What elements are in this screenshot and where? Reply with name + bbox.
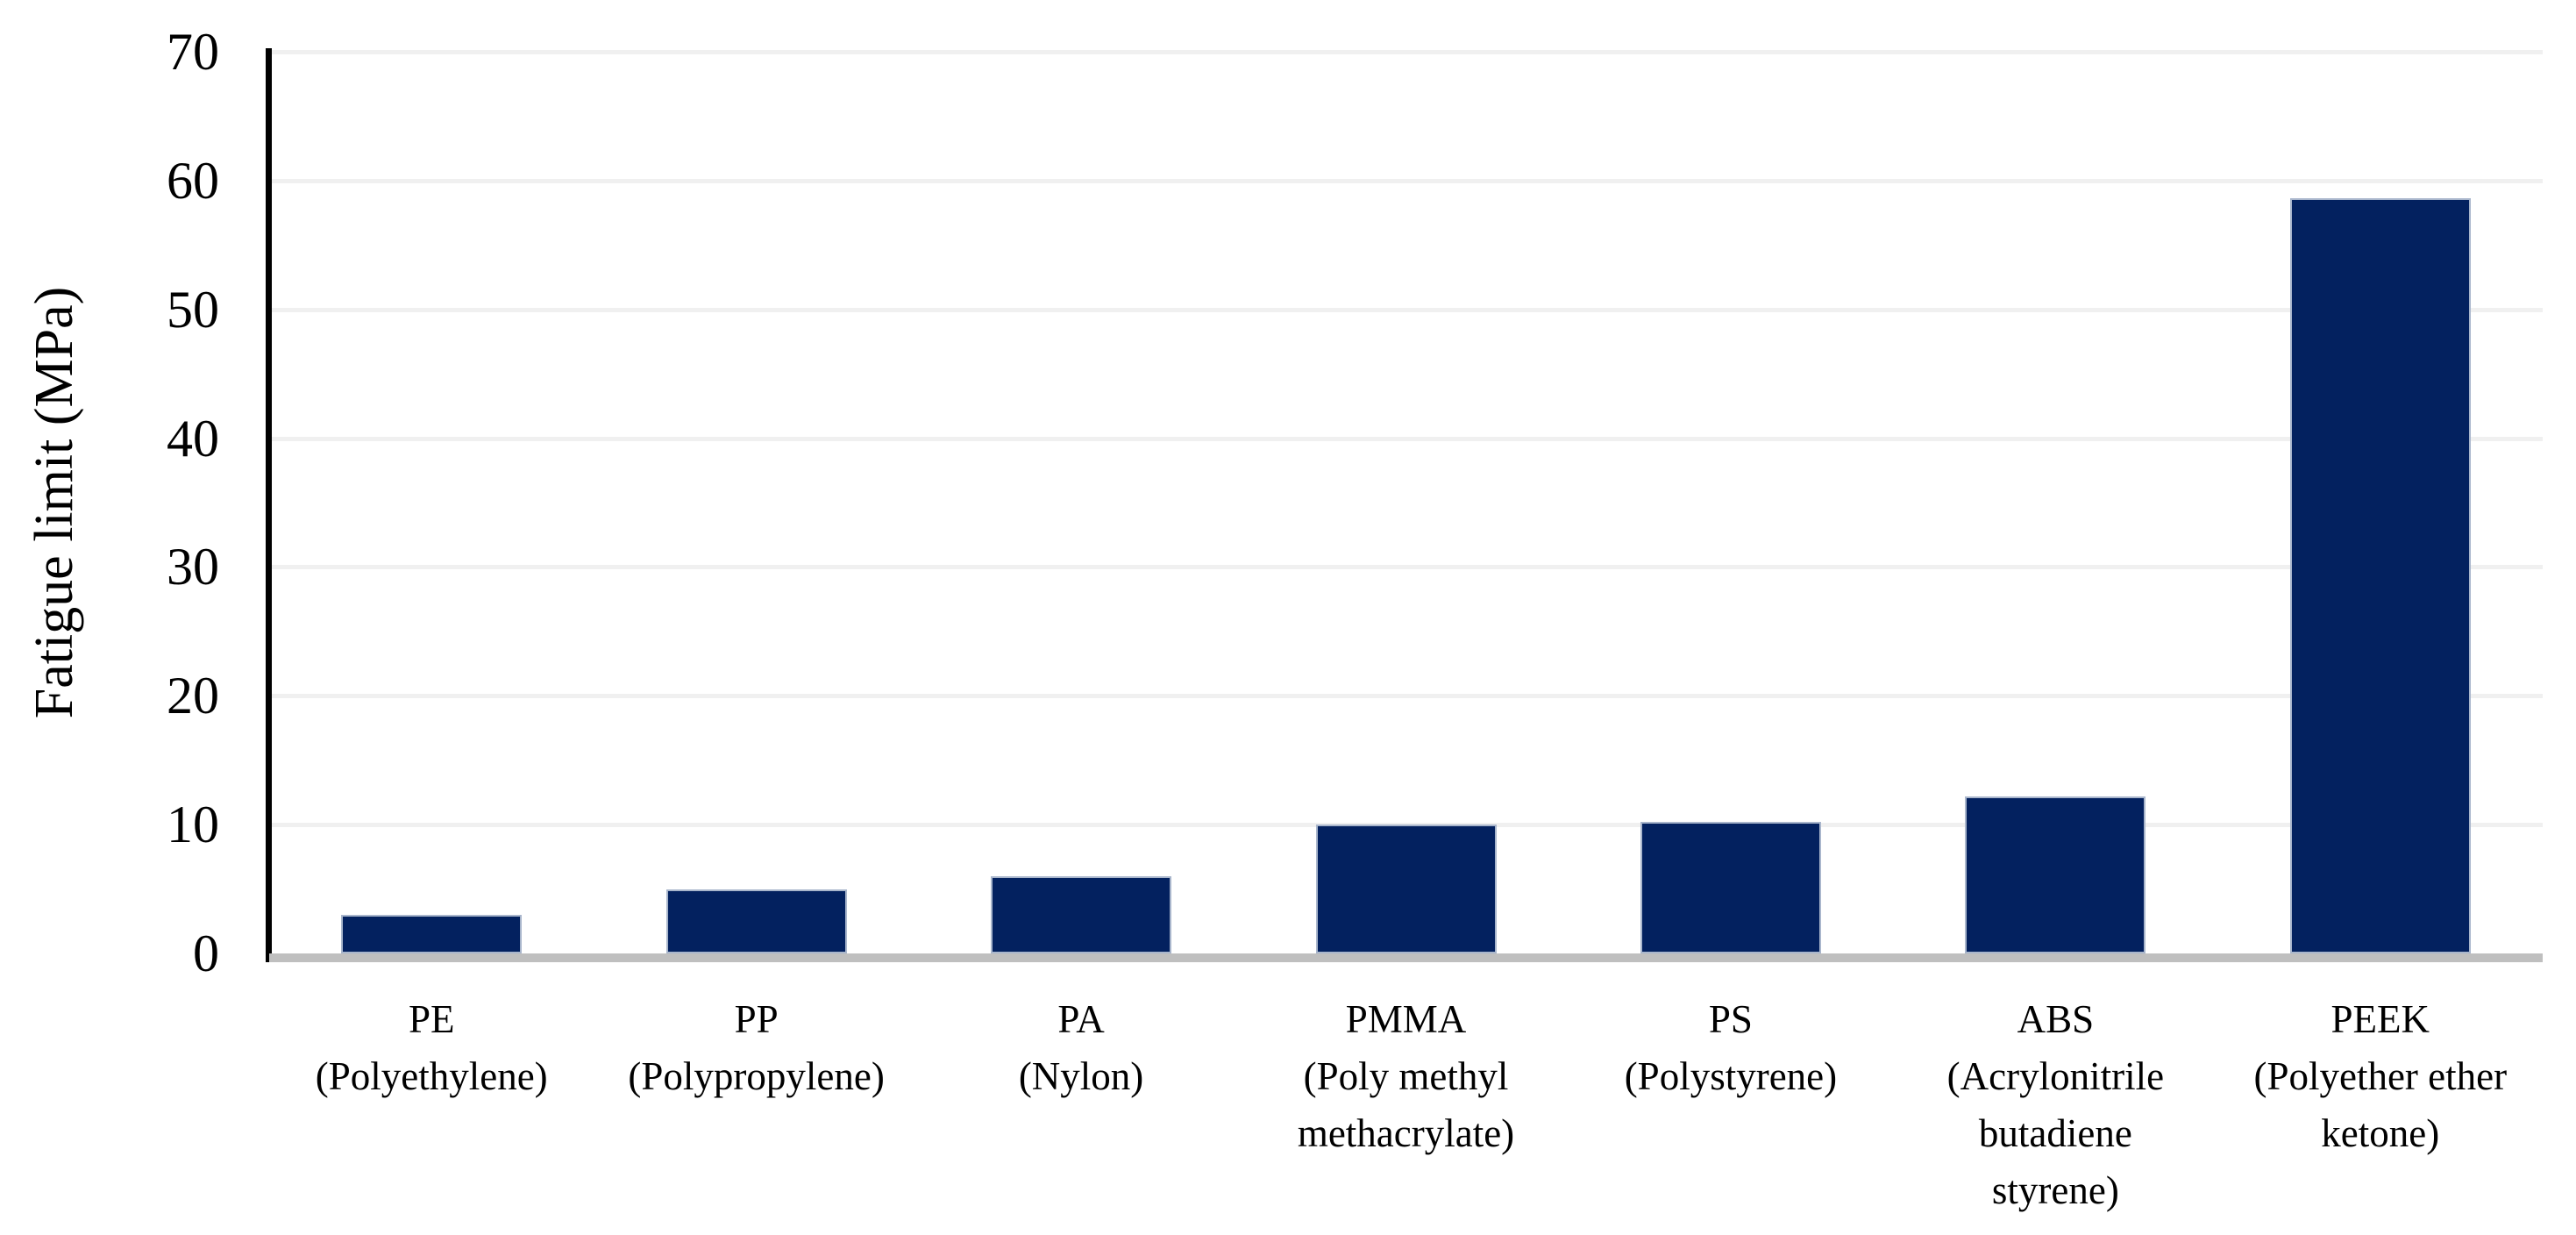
category-label-line: PEEK xyxy=(2330,997,2430,1041)
gridline-50 xyxy=(269,307,2543,312)
y-tick-label: 10 xyxy=(167,796,219,854)
category-label-PS: PS (Polystyrene) xyxy=(1569,991,1893,1105)
bar-ABS xyxy=(1965,796,2146,953)
category-label-line: PP xyxy=(734,997,779,1041)
x-axis-baseline xyxy=(269,953,2543,962)
category-label-line: ABS xyxy=(2017,997,2095,1041)
y-axis-line xyxy=(266,48,272,962)
y-tick-label: 30 xyxy=(167,538,219,596)
category-label-line: (Acrylonitrile xyxy=(1946,1054,2165,1098)
category-label-line: PMMA xyxy=(1345,997,1467,1041)
category-label-line: butadiene xyxy=(1978,1111,2132,1155)
category-label-line: PA xyxy=(1057,997,1105,1041)
gridline-40 xyxy=(269,436,2543,441)
y-tick-label: 0 xyxy=(193,924,219,982)
category-label-line: ketone) xyxy=(2321,1111,2440,1155)
bar-PP xyxy=(665,889,847,953)
category-label-PA: PA (Nylon) xyxy=(919,991,1243,1105)
y-tick-label: 40 xyxy=(167,409,219,468)
bar-PS xyxy=(1640,822,1821,953)
category-label-line: methacrylate) xyxy=(1297,1111,1515,1155)
y-tick-label: 20 xyxy=(167,667,219,725)
category-label-PEEK: PEEK (Polyether ether ketone) xyxy=(2218,991,2543,1162)
gridline-20 xyxy=(269,694,2543,699)
category-label-line: (Polyethylene) xyxy=(315,1054,548,1098)
y-tick-label: 50 xyxy=(167,280,219,339)
y-tick-label: 70 xyxy=(167,23,219,81)
category-label-line: styrene) xyxy=(1991,1168,2119,1212)
category-label-line: (Nylon) xyxy=(1018,1054,1144,1098)
category-label-line: (Poly methyl xyxy=(1303,1054,1509,1098)
category-label-PE: PE (Polyethylene) xyxy=(269,991,594,1105)
category-label-line: PS xyxy=(1708,997,1753,1041)
bar-PE xyxy=(341,914,523,953)
category-label-line: (Polypropylene) xyxy=(628,1054,885,1098)
bar-PMMA xyxy=(1315,825,1497,953)
y-tick-label: 60 xyxy=(167,151,219,210)
bar-PA xyxy=(991,875,1172,953)
category-label-line: (Polystyrene) xyxy=(1624,1054,1838,1098)
gridline-60 xyxy=(269,178,2543,183)
bar-PEEK xyxy=(2289,198,2471,953)
category-label-PMMA: PMMA (Poly methyl methacrylate) xyxy=(1243,991,1568,1162)
category-label-line: PE xyxy=(408,997,455,1041)
category-label-ABS: ABS (Acrylonitrile butadiene styrene) xyxy=(1893,991,2217,1219)
gridline-70 xyxy=(269,50,2543,54)
category-label-line: (Polyether ether xyxy=(2253,1054,2508,1098)
gridline-30 xyxy=(269,565,2543,570)
category-label-PP: PP (Polypropylene) xyxy=(594,991,918,1105)
y-axis-title: Fatigue limit (MPa) xyxy=(25,286,84,719)
